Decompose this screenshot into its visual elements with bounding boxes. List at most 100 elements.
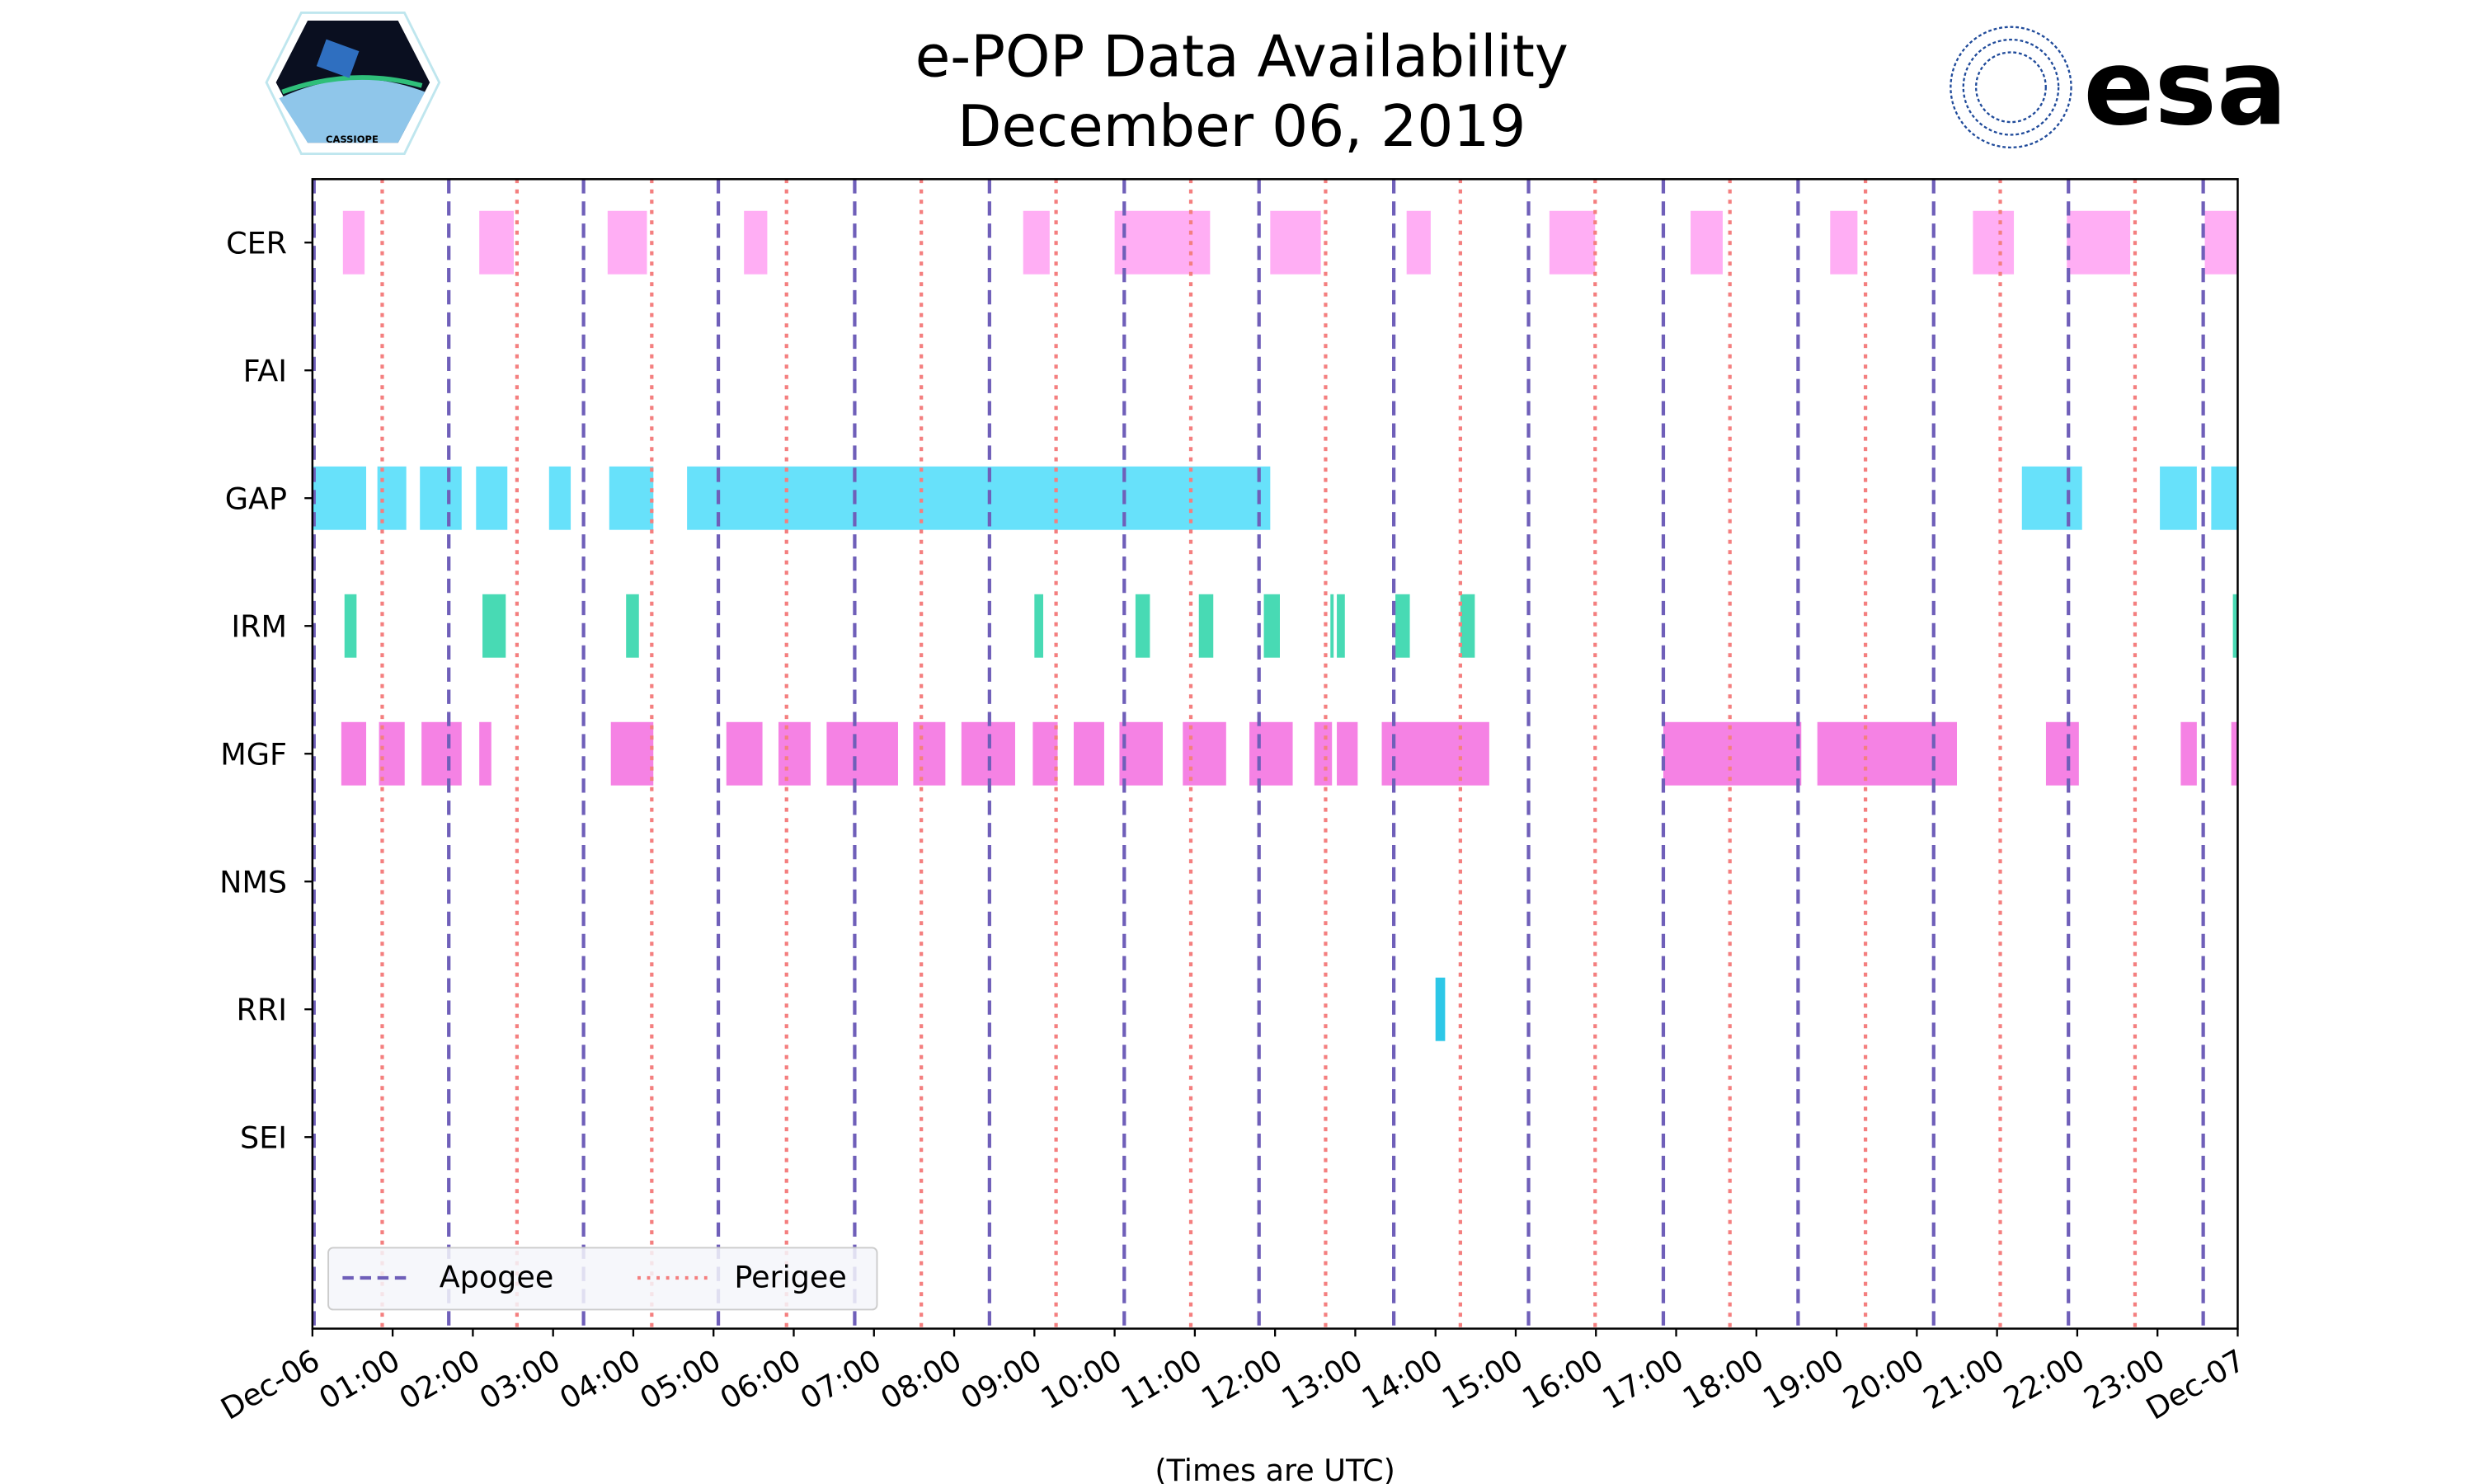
- availability-bar-rri: [1435, 977, 1446, 1041]
- availability-bar-mgf: [421, 721, 462, 786]
- availability-bar-cer: [479, 210, 515, 275]
- availability-bar-mgf: [778, 721, 811, 786]
- availability-bar-mgf: [2180, 721, 2197, 786]
- y-tick-label: RRI: [237, 993, 288, 1028]
- availability-bar-irm: [1263, 594, 1280, 658]
- availability-bar-mgf: [1249, 721, 1293, 786]
- availability-bar-irm: [344, 594, 357, 658]
- svg-text:CASSIOPE: CASSIOPE: [326, 134, 379, 145]
- availability-bar-irm: [1395, 594, 1410, 658]
- chart-title: e-POP Data Availability: [915, 24, 1569, 90]
- availability-bar-cer: [744, 210, 768, 275]
- availability-bar-mgf: [726, 721, 763, 786]
- availability-bar-gap: [609, 466, 654, 530]
- availability-bar-mgf: [1073, 721, 1104, 786]
- y-tick-label: FAI: [243, 354, 287, 389]
- availability-bar-cer: [1270, 210, 1321, 275]
- availability-bar-mgf: [341, 721, 367, 786]
- availability-bar-cer: [1691, 210, 1723, 275]
- esa-logo: esa: [1950, 26, 2288, 148]
- x-tick-label: 20:00: [1837, 1342, 1931, 1416]
- x-tick-label: 07:00: [794, 1342, 887, 1416]
- availability-bar-mgf: [2231, 721, 2238, 786]
- x-tick-label: 17:00: [1597, 1342, 1690, 1416]
- x-tick-label: 19:00: [1757, 1342, 1850, 1416]
- x-tick-label: 03:00: [473, 1342, 567, 1416]
- x-axis-label: (Times are UTC): [1155, 1453, 1395, 1484]
- availability-bar-mgf: [1314, 721, 1333, 786]
- availability-bar-gap: [476, 466, 508, 530]
- availability-bar-cer: [2204, 210, 2238, 275]
- availability-bar-irm: [1337, 594, 1345, 658]
- availability-bar-gap: [420, 466, 462, 530]
- availability-bar-mgf: [1119, 721, 1163, 786]
- availability-bar-cer: [1114, 210, 1211, 275]
- availability-bar-gap: [548, 466, 571, 530]
- svg-text:esa: esa: [2083, 26, 2287, 148]
- x-tick-label: 09:00: [955, 1342, 1048, 1416]
- x-tick-label: 16:00: [1517, 1342, 1610, 1416]
- availability-bar-irm: [1135, 594, 1150, 658]
- availability-bar-gap: [687, 466, 1271, 530]
- availability-bar-mgf: [1032, 721, 1058, 786]
- availability-bar-mgf: [826, 721, 898, 786]
- y-tick-label: NMS: [219, 865, 287, 900]
- legend-perigee-label: Perigee: [734, 1260, 846, 1295]
- availability-bar-mgf: [1663, 721, 1802, 786]
- availability-bar-cer: [1406, 210, 1431, 275]
- availability-bar-mgf: [1381, 721, 1489, 786]
- availability-bar-cer: [1973, 210, 2015, 275]
- availability-bar-gap: [2021, 466, 2082, 530]
- cassiope-logo: CASSIOPE: [265, 11, 441, 155]
- y-tick-label: SEI: [240, 1120, 287, 1156]
- x-tick-label: 01:00: [313, 1342, 407, 1416]
- x-tick-label: 22:00: [1997, 1342, 2091, 1416]
- availability-bar-mgf: [961, 721, 1015, 786]
- availability-bar-mgf: [1183, 721, 1226, 786]
- x-tick-label: 12:00: [1196, 1342, 1289, 1416]
- y-tick-label: MGF: [220, 737, 287, 773]
- chart-subtitle: December 06, 2019: [957, 94, 1526, 160]
- x-tick-label: 14:00: [1356, 1342, 1449, 1416]
- legend-apogee-label: Apogee: [440, 1260, 554, 1295]
- legend: Apogee Perigee: [327, 1247, 878, 1311]
- availability-bar-mgf: [913, 721, 946, 786]
- y-tick-label: CER: [226, 226, 287, 261]
- x-tick-label: Dec-06: [215, 1342, 326, 1426]
- availability-bar-irm: [1330, 594, 1334, 658]
- availability-bar-irm: [1034, 594, 1044, 658]
- x-tick-label: 13:00: [1276, 1342, 1369, 1416]
- availability-bar-mgf: [479, 721, 492, 786]
- x-tick-label: 21:00: [1917, 1342, 2011, 1416]
- availability-bar-irm: [2232, 594, 2238, 658]
- availability-bar-irm: [1460, 594, 1475, 658]
- availability-bar-cer: [607, 210, 647, 275]
- x-axis-labels: Dec-0601:0002:0003:0004:0005:0006:0007:0…: [215, 1328, 2251, 1427]
- availability-bar-mgf: [1817, 721, 1957, 786]
- availability-bar-mgf: [379, 721, 405, 786]
- availability-bar-mgf: [610, 721, 654, 786]
- availability-bar-gap: [2160, 466, 2197, 530]
- x-tick-label: 06:00: [714, 1342, 807, 1416]
- availability-bar-cer: [1830, 210, 1858, 275]
- x-tick-label: 10:00: [1035, 1342, 1128, 1416]
- x-tick-label: 18:00: [1677, 1342, 1770, 1416]
- availability-bar-cer: [2067, 210, 2131, 275]
- availability-bar-mgf: [1337, 721, 1358, 786]
- y-tick-label: GAP: [225, 481, 287, 517]
- y-axis-labels: CER FAI GAP IRM MGF NMS RRI SEI: [219, 226, 313, 1156]
- x-tick-label: 08:00: [874, 1342, 967, 1416]
- x-tick-label: 15:00: [1436, 1342, 1529, 1416]
- x-tick-label: 11:00: [1115, 1342, 1208, 1416]
- x-tick-label: 05:00: [634, 1342, 727, 1416]
- x-tick-label: 04:00: [553, 1342, 647, 1416]
- availability-bar-irm: [626, 594, 639, 658]
- availability-bar-cer: [1549, 210, 1596, 275]
- availability-bar-cer: [1023, 210, 1050, 275]
- availability-bar-gap: [2211, 466, 2238, 530]
- plot-area: [312, 179, 2238, 1329]
- x-tick-label: 02:00: [393, 1342, 487, 1416]
- availability-bar-irm: [1198, 594, 1214, 658]
- availability-bar-gap: [312, 466, 367, 530]
